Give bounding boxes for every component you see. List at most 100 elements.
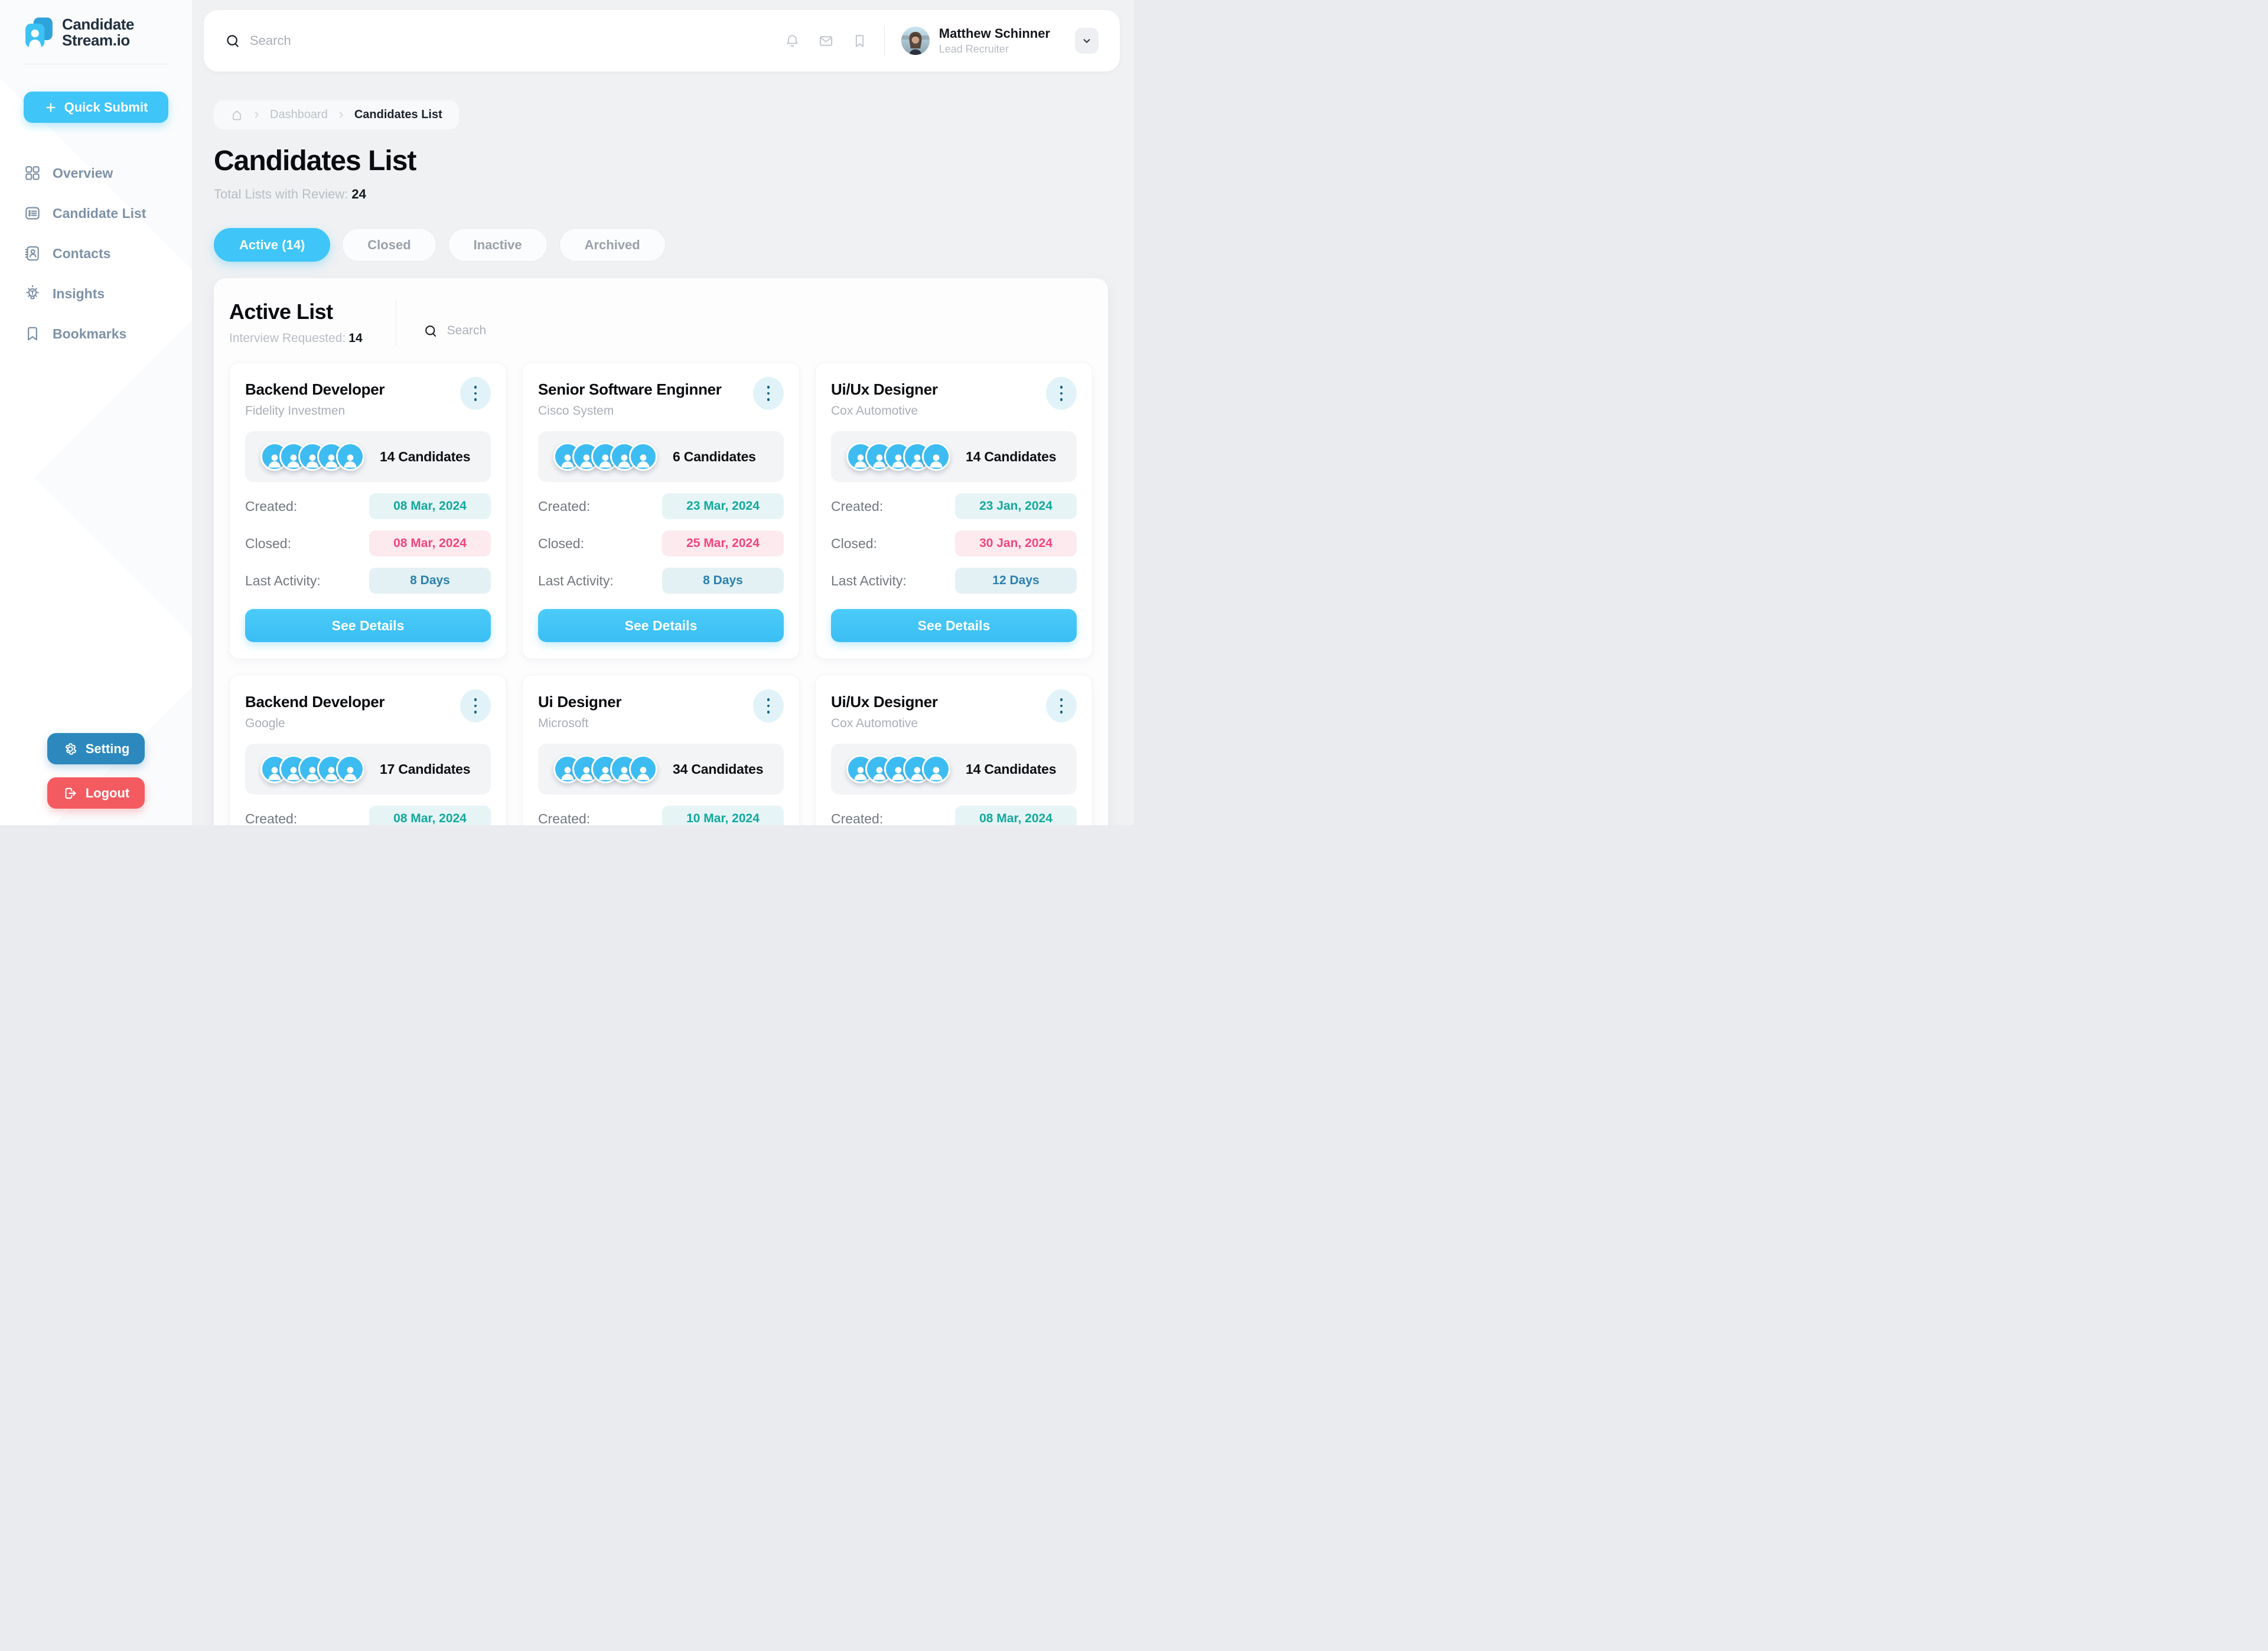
see-details-button[interactable]: See Details [831, 609, 1077, 642]
candidate-avatar [629, 442, 657, 471]
bookmark-icon[interactable] [852, 33, 868, 49]
logout-button[interactable]: Logout [47, 777, 145, 809]
home-icon[interactable] [230, 109, 243, 122]
job-title: Backend Developer [245, 380, 385, 398]
chevron-down-icon [1083, 39, 1090, 43]
created-date-badge: 08 Mar, 2024 [369, 493, 491, 519]
contacts-book-icon [24, 245, 41, 262]
panel-search-input[interactable] [447, 324, 672, 338]
card-menu-button[interactable] [460, 689, 491, 722]
tab-active[interactable]: Active (14) [214, 228, 331, 262]
created-label: Created: [245, 810, 298, 826]
avatar-stack [553, 442, 657, 471]
company-name: Cisco System [538, 404, 614, 418]
chevron-right-icon [337, 110, 346, 119]
card-menu-button[interactable] [1046, 377, 1077, 410]
mail-icon[interactable] [818, 33, 834, 49]
kebab-icon [1060, 398, 1063, 401]
avatar [901, 27, 930, 55]
candidates-summary: 17 Candidates [245, 744, 491, 794]
closed-date-badge: 08 Mar, 2024 [369, 530, 491, 556]
interview-requested-summary: Interview Requested: 14 [229, 331, 363, 346]
kebab-icon [767, 398, 770, 401]
kebab-icon [767, 386, 770, 389]
sidebar-item-insights[interactable]: Insights [24, 285, 168, 302]
see-details-button[interactable]: See Details [538, 609, 784, 642]
kebab-icon [1060, 704, 1063, 708]
tab-closed[interactable]: Closed [342, 228, 436, 262]
created-date-badge: 08 Mar, 2024 [369, 806, 491, 825]
setting-label: Setting [85, 741, 130, 756]
user-chip[interactable]: Matthew Schinner Lead Recruiter [901, 26, 1099, 56]
avatar-stack [846, 442, 950, 471]
interview-requested-label: Interview Requested: [229, 331, 346, 345]
job-card: Ui/Ux Designer Cox Automotive 14 Candida… [815, 362, 1093, 659]
search-icon [225, 33, 241, 49]
sidebar-item-label: Candidate List [53, 205, 146, 221]
sidebar-item-contacts[interactable]: Contacts [24, 245, 168, 262]
job-card: Senior Software Enginner Cisco System 6 … [522, 362, 800, 659]
kebab-icon [474, 704, 477, 708]
brand-logo-icon [24, 17, 54, 48]
last-activity-label: Last Activity: [245, 572, 321, 588]
breadcrumb: Dashboard Candidates List [214, 100, 459, 129]
quick-submit-button[interactable]: Quick Submit [24, 92, 168, 123]
interview-requested-value: 14 [348, 331, 363, 345]
candidate-avatar [629, 755, 657, 783]
panel-title: Active List [229, 299, 333, 324]
created-row: Created: 10 Mar, 2024 [538, 806, 784, 825]
candidate-avatar [922, 442, 950, 471]
grid-icon [24, 164, 41, 182]
created-label: Created: [831, 498, 884, 514]
breadcrumb-item-dashboard[interactable]: Dashboard [270, 108, 328, 121]
gear-icon [65, 743, 77, 755]
sidebar-item-overview[interactable]: Overview [24, 164, 168, 182]
tab-inactive[interactable]: Inactive [448, 228, 548, 262]
active-list-panel: Active List Interview Requested: 14 [214, 278, 1108, 825]
candidates-count: 34 Candidates [673, 761, 764, 777]
created-row: Created: 08 Mar, 2024 [831, 806, 1077, 825]
list-icon [24, 204, 41, 222]
breadcrumb-item-current: Candidates List [354, 108, 442, 121]
candidates-summary: 14 Candidates [831, 744, 1077, 794]
user-menu-button[interactable] [1075, 28, 1099, 54]
sidebar-item-candidate-list[interactable]: Candidate List [24, 204, 168, 222]
created-row: Created: 23 Jan, 2024 [831, 493, 1077, 519]
quick-submit-label: Quick Submit [64, 99, 148, 115]
job-card: Ui Designer Microsoft 34 Candidates Crea… [522, 675, 800, 825]
tab-archived[interactable]: Archived [559, 228, 666, 262]
total-lists-summary: Total Lists with Review: 24 [214, 187, 1120, 202]
search-input[interactable] [250, 33, 498, 48]
last-activity-badge: 8 Days [662, 568, 784, 594]
closed-label: Closed: [538, 535, 584, 551]
card-menu-button[interactable] [1046, 689, 1077, 722]
see-details-button[interactable]: See Details [245, 609, 491, 642]
kebab-icon [1060, 386, 1063, 389]
kebab-icon [474, 698, 477, 701]
candidate-avatar [336, 442, 364, 471]
closed-row: Closed: 25 Mar, 2024 [538, 530, 784, 556]
kebab-icon [474, 711, 477, 714]
avatar-stack [553, 755, 657, 783]
candidates-summary: 14 Candidates [245, 431, 491, 482]
bookmark-icon [24, 325, 41, 343]
card-menu-button[interactable] [753, 689, 784, 722]
sidebar-item-bookmarks[interactable]: Bookmarks [24, 325, 168, 343]
job-card: Ui/Ux Designer Cox Automotive 14 Candida… [815, 675, 1093, 825]
status-tabs: Active (14) Closed Inactive Archived [214, 228, 1120, 262]
candidates-summary: 6 Candidates [538, 431, 784, 482]
company-name: Cox Automotive [831, 717, 918, 730]
setting-button[interactable]: Setting [47, 733, 145, 764]
closed-row: Closed: 08 Mar, 2024 [245, 530, 491, 556]
chevron-right-icon [252, 110, 261, 119]
candidates-summary: 34 Candidates [538, 744, 784, 794]
bell-icon[interactable] [784, 33, 800, 49]
candidates-count: 14 Candidates [966, 761, 1057, 777]
brand-name: Candidate Stream.io [62, 15, 135, 49]
created-row: Created: 08 Mar, 2024 [245, 806, 491, 825]
card-menu-button[interactable] [460, 377, 491, 410]
kebab-icon [767, 698, 770, 701]
topbar: Matthew Schinner Lead Recruiter [204, 10, 1120, 71]
company-name: Cox Automotive [831, 404, 918, 418]
card-menu-button[interactable] [753, 377, 784, 410]
